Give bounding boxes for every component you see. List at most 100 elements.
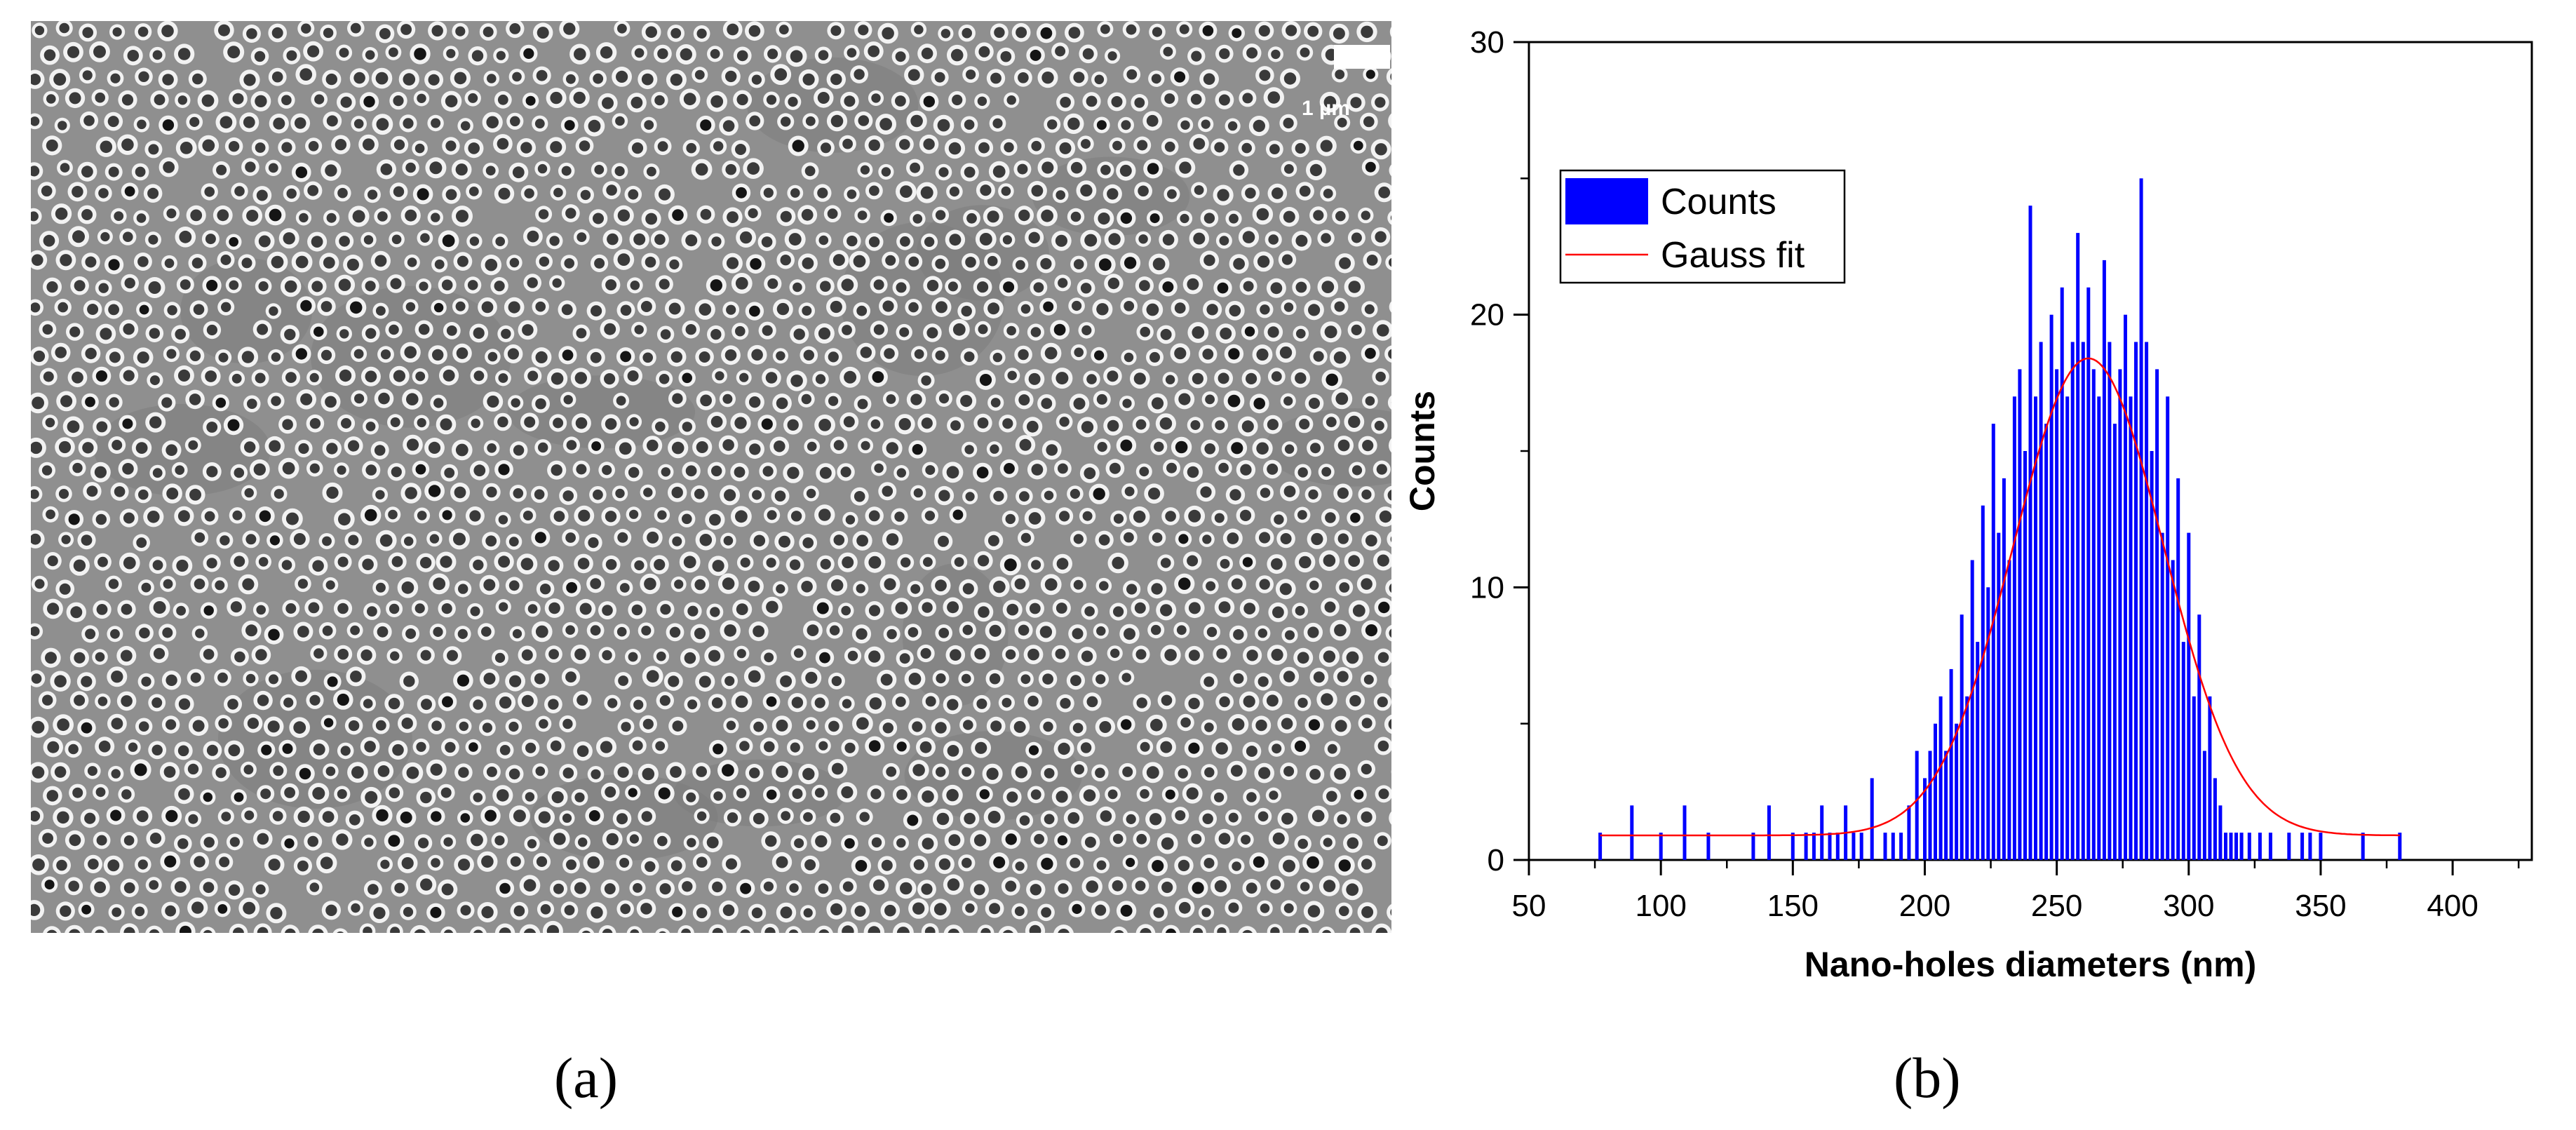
histogram-bar (2150, 451, 2154, 860)
histogram-bar (1949, 668, 1953, 860)
histogram-bar (2049, 314, 2054, 860)
histogram-bar (1928, 751, 1932, 860)
y-tick-label: 30 (1470, 25, 1504, 60)
histogram-bar (1965, 696, 1969, 860)
histogram-bar (1899, 833, 1903, 860)
x-tick-label: 250 (2031, 889, 2082, 923)
histogram-bar (1659, 833, 1663, 860)
histogram-bar (2139, 178, 2143, 861)
caption-b: (b) (1894, 1046, 1961, 1110)
histogram-bar (1907, 805, 1911, 860)
histogram-bar (1835, 833, 1840, 860)
histogram-bar (1630, 805, 1634, 860)
histogram-bar (1934, 723, 1937, 860)
histogram-bar (1598, 833, 1603, 860)
histogram-bar (1706, 833, 1711, 860)
histogram-bar (2060, 287, 2064, 860)
y-axis-label: Counts (1403, 391, 1442, 511)
histogram-bar (2319, 833, 2323, 860)
histogram-bar (2202, 751, 2206, 860)
x-tick-label: 300 (2163, 889, 2214, 923)
histogram-bar (2218, 805, 2223, 860)
histogram-bar (2171, 560, 2175, 860)
histogram-bar (1915, 751, 1919, 860)
histogram-bar (2176, 478, 2180, 860)
histogram-bar (1991, 424, 1995, 860)
legend-label-counts: Counts (1661, 182, 1776, 222)
histogram-bar (2208, 696, 2212, 860)
histogram-bar (1852, 833, 1856, 860)
histogram-bar (2287, 833, 2291, 860)
histogram-bar (1938, 696, 1943, 860)
histogram-bar (2065, 396, 2070, 860)
histogram-bar (1981, 505, 1985, 860)
histogram-bar (1820, 805, 1824, 860)
histogram-bar (2166, 396, 2170, 860)
x-tick-label: 100 (1635, 889, 1686, 923)
histogram-bar (2044, 424, 2049, 860)
histogram-bar (2070, 342, 2075, 860)
histogram-bar (1870, 778, 1874, 860)
scale-bar-label: 1 µm (1302, 97, 1350, 120)
legend: Counts Gauss fit (1559, 169, 1846, 284)
y-tick-label: 10 (1470, 570, 1504, 605)
histogram-bar (2239, 833, 2244, 860)
sem-image (31, 21, 1391, 933)
histogram-chart: 50 100 150 200 250 300 350 400 0 10 20 30 Nano-hole… (1403, 25, 2533, 984)
histogram-bar (1791, 833, 1795, 860)
x-tick-label: 150 (1767, 889, 1819, 923)
histogram-bar (2039, 342, 2043, 860)
histogram-bar (2081, 342, 2085, 860)
histogram-bar (2076, 233, 2080, 861)
y-tick-label: 0 (1488, 843, 1504, 877)
histogram-bar (1767, 805, 1771, 860)
x-tick-label: 50 (1512, 889, 1546, 923)
y-tick-label: 20 (1470, 298, 1504, 332)
histogram-bar (1859, 833, 1863, 860)
histogram-bar (1683, 805, 1687, 860)
histogram-bar (2181, 642, 2185, 860)
histogram-bar (1986, 587, 1990, 860)
histogram-bar (2192, 696, 2196, 860)
histogram-bar (2145, 342, 2149, 860)
x-tick-label: 350 (2295, 889, 2346, 923)
histogram-bar (1891, 833, 1895, 860)
histogram-bar (2187, 532, 2191, 860)
histogram-bar (2118, 369, 2122, 860)
sem-micrograph: 1 µm (31, 21, 1391, 933)
histogram-bar (2102, 260, 2106, 860)
histogram-bar (2086, 287, 2091, 860)
histogram-bar (2028, 206, 2032, 860)
legend-swatch-counts (1565, 178, 1648, 224)
gauss-fit-line (1600, 357, 2400, 837)
histogram-bar (2097, 396, 2101, 860)
histogram-bar (2124, 314, 2127, 860)
x-tick-label: 200 (1899, 889, 1950, 923)
histogram-bar (2129, 396, 2133, 860)
x-axis-label: Nano-holes diameters (nm) (1805, 945, 2257, 984)
histogram-bar (2258, 833, 2262, 860)
histogram-bar (2300, 833, 2305, 860)
legend-label-gauss-fit: Gauss fit (1661, 235, 1805, 276)
histogram-bar (2155, 369, 2159, 860)
histogram-bar (2361, 833, 2365, 860)
histogram-bar (1960, 614, 1964, 860)
histogram-bar (2308, 833, 2312, 860)
histogram-bar (2018, 369, 2022, 860)
histogram-bar (2007, 560, 2011, 860)
ticks: 50 100 150 200 250 300 350 400 0 10 20 30 (1470, 25, 2520, 923)
histogram-bar (2112, 424, 2117, 860)
histogram-bar (1944, 751, 1948, 860)
histogram-bar (2002, 478, 2006, 860)
histogram-bar (1923, 778, 1927, 860)
histogram-bar (2213, 778, 2217, 860)
histogram-bar (2091, 369, 2096, 860)
histogram-bar (2023, 451, 2027, 860)
histogram-bar (1997, 532, 2001, 860)
histogram-bar (1970, 560, 1974, 860)
histogram-bar (2034, 396, 2037, 860)
histogram-bar (2012, 396, 2016, 860)
histogram-bar (2160, 532, 2164, 860)
histogram-bar (1804, 833, 1808, 860)
histogram-bar (1955, 723, 1959, 860)
